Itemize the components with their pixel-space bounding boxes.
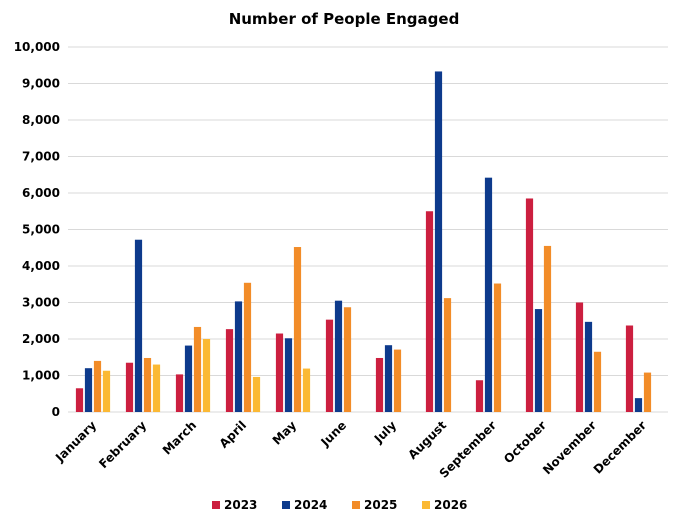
bar-2024-may [284,338,293,412]
bars [75,71,652,412]
y-tick-label: 5,000 [22,223,60,237]
bar-2025-january [93,360,102,412]
bar-2025-october [543,245,552,412]
bar-2025-june [343,307,352,412]
bar-2023-may [275,333,284,412]
chart-title: Number of People Engaged [229,10,460,28]
y-tick-label: 8,000 [22,113,60,127]
bar-2024-november [584,321,593,412]
x-tick-label: March [160,418,199,457]
x-tick-label: October [501,418,549,466]
legend-label: 2025 [364,498,397,512]
bar-2026-january [102,370,111,412]
bar-2025-august [443,298,452,412]
y-tick-label: 0 [52,405,60,419]
bar-2025-december [643,372,652,412]
bar-2024-october [534,309,543,412]
bar-2025-april [243,282,252,412]
bar-2024-april [234,301,243,412]
bar-2024-july [384,345,393,412]
x-tick-label: May [270,418,299,447]
x-tick-label: April [217,418,250,451]
bar-2024-march [184,345,193,412]
x-tick-label: February [96,418,149,471]
bar-2026-april [252,376,261,412]
legend: 2023 2024 2025 2026 [212,498,467,512]
legend-label: 2026 [434,498,467,512]
bar-2023-november [575,302,584,412]
bar-2023-january [75,388,84,412]
bar-2024-december [634,398,643,412]
x-tick-label: July [371,418,399,446]
bar-2023-december [625,325,634,412]
x-tick-label: November [540,418,599,477]
bar-2023-september [475,380,484,412]
bar-2026-february [152,364,161,412]
legend-swatch [212,501,220,509]
y-tick-label: 10,000 [14,40,60,54]
bar-2023-october [525,198,534,412]
bar-2023-july [375,357,384,412]
bar-2026-may [302,368,311,412]
legend-swatch [352,501,360,509]
legend-label: 2024 [294,498,327,512]
bar-2024-june [334,300,343,412]
bar-2023-august [425,211,434,412]
y-tick-label: 9,000 [22,77,60,91]
y-tick-label: 7,000 [22,150,60,164]
x-tick-label: January [52,418,99,465]
bar-2025-may [293,247,302,412]
x-tick-label: August [405,418,449,462]
bar-2025-september [493,283,502,412]
bar-2026-march [202,339,211,412]
bar-2023-june [325,319,334,412]
bar-2025-march [193,326,202,412]
bar-2025-february [143,357,152,412]
y-tick-label: 3,000 [22,296,60,310]
bar-2023-march [175,374,184,412]
x-tick-label: December [591,418,649,476]
gridlines [68,46,668,413]
y-axis-tick-labels: 0 1,000 2,000 3,000 4,000 5,000 6,000 7,000 8,00… [14,40,60,419]
bar-2024-february [134,239,143,412]
legend-label: 2023 [224,498,257,512]
legend-swatch [422,501,430,509]
bar-2024-january [84,368,93,412]
y-tick-label: 4,000 [22,259,60,273]
y-tick-label: 1,000 [22,369,60,383]
bar-2024-september [484,177,493,412]
legend-swatch [282,501,290,509]
y-tick-label: 2,000 [22,332,60,346]
bar-2025-november [593,351,602,412]
bar-2023-february [125,362,134,412]
bar-2025-july [393,349,402,412]
x-tick-label: June [318,418,350,450]
bar-2023-april [225,329,234,412]
y-tick-label: 6,000 [22,186,60,200]
bar-2024-august [434,71,443,412]
